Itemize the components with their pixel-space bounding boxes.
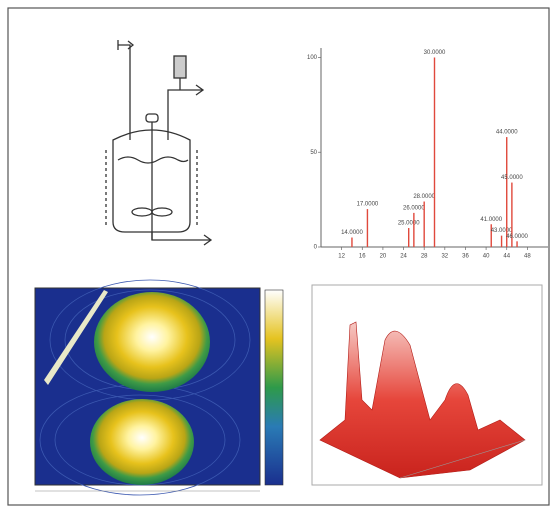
peak-label: 44.0000	[496, 130, 518, 136]
x-tick-label: 32	[441, 254, 448, 260]
x-tick-label: 44	[503, 254, 510, 260]
bar	[501, 236, 502, 247]
x-tick-label: 28	[421, 254, 428, 260]
bar	[516, 241, 517, 247]
peak-label: 28.0000	[413, 194, 435, 200]
x-tick-label: 16	[359, 254, 366, 260]
bar	[423, 202, 424, 247]
y-tick-label: 50	[310, 150, 317, 156]
y-tick-label: 100	[307, 55, 318, 61]
peak-label: 41.0000	[480, 217, 502, 223]
peak-label: 45.0000	[501, 175, 523, 181]
x-tick-label: 12	[338, 254, 345, 260]
bar	[434, 57, 435, 247]
peak-label: 30.0000	[424, 50, 446, 56]
x-tick-label: 24	[400, 254, 407, 260]
peak-label: 14.0000	[341, 230, 363, 236]
bar	[408, 228, 409, 247]
x-tick-label: 48	[524, 254, 531, 260]
page: 0501001216202428323640444814.000017.0000…	[0, 0, 558, 511]
peak-label: 17.0000	[357, 202, 379, 208]
bar	[351, 238, 352, 247]
bar	[413, 213, 414, 247]
surface-plot	[312, 285, 542, 485]
peak-label: 26.0000	[403, 205, 425, 211]
peak-label: 46.0000	[506, 234, 528, 240]
x-tick-label: 20	[380, 254, 387, 260]
peak-label: 25.0000	[398, 221, 420, 227]
bar	[367, 209, 368, 247]
bar	[506, 137, 507, 247]
figure-collage: 0501001216202428323640444814.000017.0000…	[0, 0, 558, 511]
x-tick-label: 36	[462, 254, 469, 260]
x-tick-label: 40	[483, 254, 490, 260]
contour-plot	[35, 280, 283, 495]
